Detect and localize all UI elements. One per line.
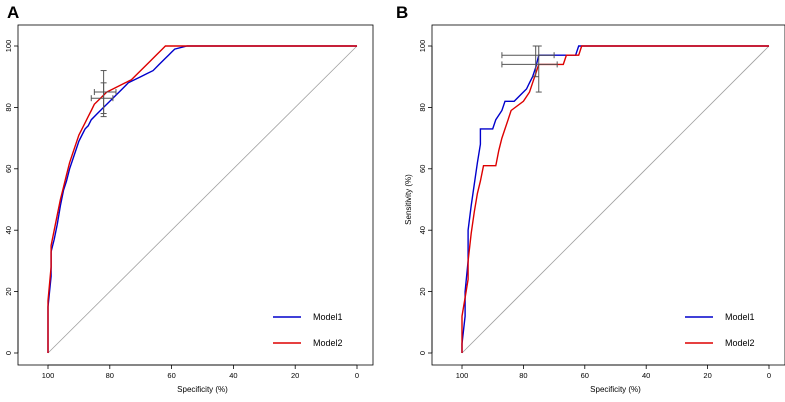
confidence-interval-2 [501,45,558,93]
x-tick-label: 80 [106,371,114,380]
roc-curve-model2 [461,45,769,353]
panel-label: B [396,3,408,22]
y-tick-label: 60 [4,165,13,173]
x-tick-label: 80 [519,371,527,380]
y-axis-label: Sensitivity (%) [404,174,413,225]
x-axis-label: Specificity (%) [590,385,641,394]
panel-label: A [7,3,19,22]
y-tick-label: 60 [418,165,427,173]
x-tick-label: 40 [229,371,237,380]
confidence-interval-1 [501,45,555,78]
x-tick-label: 60 [167,371,175,380]
x-tick-label: 0 [767,371,771,380]
legend: Model1 Model2 [273,312,343,348]
y-tick-label: 20 [4,287,13,295]
legend-label-model1: Model1 [725,312,755,322]
reference-diagonal [461,45,770,354]
y-tick-label: 40 [418,226,427,234]
x-tick-label: 20 [703,371,711,380]
legend: Model1 Model2 [685,312,755,348]
legend-label-model1: Model1 [313,312,343,322]
y-tick-label: 80 [418,103,427,111]
x-axis-label: Specificity (%) [177,385,228,394]
legend-label-model2: Model2 [725,338,755,348]
y-tick-label: 100 [4,40,13,53]
y-tick-label: 0 [4,351,13,355]
y-tick-label: 40 [4,226,13,234]
roc-panel-a: A 100 80 60 40 20 0 Specificity (%) 0 20 40 60 80 100… [4,3,374,394]
y-tick-label: 80 [4,103,13,111]
reference-diagonal [47,45,358,354]
y-tick-label: 0 [418,351,427,355]
y-tick-label: 100 [418,40,427,53]
x-tick-label: 40 [642,371,650,380]
roc-curve-model2 [47,45,357,353]
x-tick-label: 20 [291,371,299,380]
x-tick-label: 100 [42,371,55,380]
confidence-interval-2 [90,82,114,118]
x-tick-label: 0 [355,371,359,380]
confidence-interval-1 [93,70,117,115]
x-tick-label: 100 [456,371,469,380]
roc-panel-b: B 100 80 60 40 20 0 Specificity (%) 0 20 40 60 80 100… [396,3,785,394]
roc-curve-model1 [47,45,357,353]
legend-label-model2: Model2 [313,338,343,348]
y-tick-label: 20 [418,287,427,295]
x-tick-label: 60 [581,371,589,380]
